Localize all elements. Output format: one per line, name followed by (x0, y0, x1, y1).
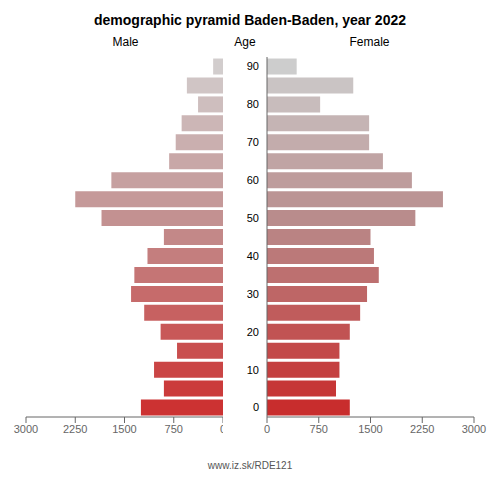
svg-text:60: 60 (247, 174, 259, 186)
html-text:Male: Male (112, 35, 139, 49)
html-text:demographic pyramid Baden-Bade: demographic pyramid Baden-Baden, year 20… (94, 12, 406, 28)
svg-text:40: 40 (247, 250, 259, 262)
svg-text:750: 750 (310, 423, 328, 435)
svg-text:0: 0 (264, 423, 270, 435)
svg-text:90: 90 (247, 60, 259, 72)
html-text:Female: Female (349, 35, 390, 49)
svg-text:10: 10 (247, 364, 259, 376)
html-text:Age: Age (234, 35, 256, 49)
svg-text:30: 30 (247, 288, 259, 300)
svg-text:2250: 2250 (410, 423, 434, 435)
svg-text:50: 50 (247, 212, 259, 224)
svg-text:1500: 1500 (112, 423, 136, 435)
svg-text:0: 0 (253, 401, 259, 413)
svg-text:0: 0 (220, 423, 223, 435)
svg-text:1500: 1500 (358, 423, 382, 435)
svg-text:20: 20 (247, 326, 259, 338)
svg-text:750: 750 (165, 423, 183, 435)
svg-text:2250: 2250 (63, 423, 87, 435)
svg-text:3000: 3000 (462, 423, 486, 435)
html-text:www.iz.sk/RDE121: www.iz.sk/RDE121 (207, 460, 293, 471)
svg-text:70: 70 (247, 136, 259, 148)
svg-text:80: 80 (247, 98, 259, 110)
svg-text:3000: 3000 (14, 423, 38, 435)
